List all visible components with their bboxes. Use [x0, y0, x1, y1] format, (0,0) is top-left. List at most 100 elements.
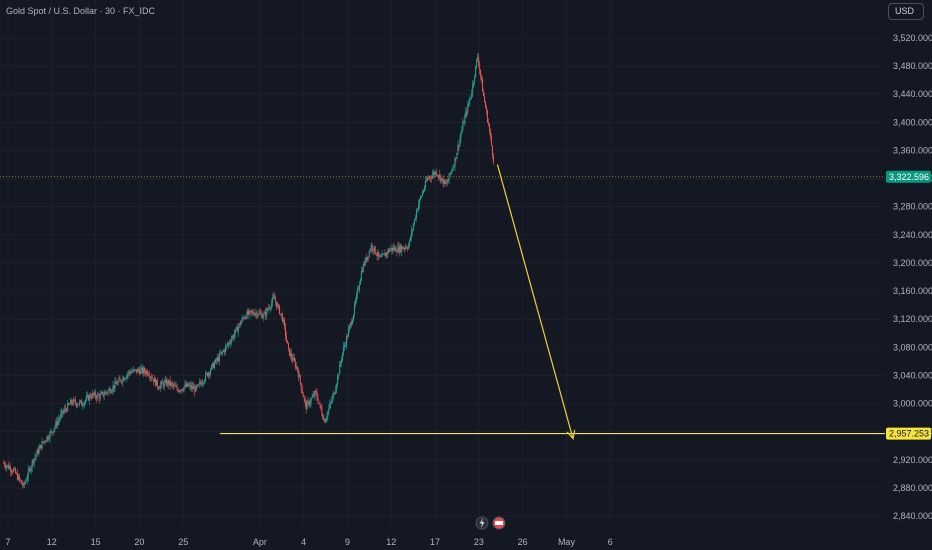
candle-body [232, 336, 234, 338]
candle-body [181, 389, 183, 391]
candle-body [487, 122, 489, 125]
candle-body [179, 390, 181, 392]
y-tick-label: 2,840.000 [893, 511, 932, 521]
symbol-legend[interactable]: Gold Spot / U.S. Dollar · 30 · FX_IDC [6, 6, 156, 16]
candle-body [240, 321, 242, 325]
projection-arrow-line [496, 164, 574, 439]
candle-body [136, 369, 138, 373]
candle-body [226, 344, 228, 346]
candle-body [91, 393, 93, 398]
candle-body [41, 441, 43, 449]
candle-body [212, 363, 214, 366]
candle-body [290, 353, 292, 359]
candle-body [222, 350, 224, 352]
candle-body [123, 377, 125, 381]
candle-body [273, 296, 275, 298]
candle-body [373, 246, 375, 251]
candle-body [280, 313, 282, 315]
candle-body [421, 192, 423, 197]
candle-body [10, 467, 12, 472]
candle-body [39, 445, 41, 449]
support-price-badge [886, 427, 931, 440]
candle-body [341, 359, 343, 363]
candle-body [279, 305, 281, 315]
candle-body [370, 245, 372, 251]
candle-body [56, 421, 58, 426]
candle-body [412, 229, 414, 231]
candle-body [364, 258, 366, 266]
candle-body [35, 454, 37, 457]
candle-body [217, 357, 219, 361]
candle-body [470, 97, 472, 100]
candle-body [435, 171, 437, 175]
candle-body [424, 180, 426, 188]
last-price-label: 3,322.596 [889, 172, 929, 182]
candle-body [108, 388, 110, 391]
candle-body [95, 396, 97, 399]
candle-body [335, 389, 337, 394]
candle-body [372, 249, 374, 251]
candle-body [376, 255, 378, 257]
candle-body [465, 111, 467, 117]
candle-body [333, 392, 335, 396]
candle-body [52, 432, 54, 434]
candle-body [426, 177, 428, 181]
candle-body [267, 308, 269, 310]
candle-body [488, 124, 490, 131]
currency-button[interactable]: USD [888, 3, 924, 20]
candle-body [45, 441, 47, 442]
candle-body [214, 362, 216, 368]
candle-body [311, 397, 313, 399]
candle-body [345, 345, 347, 347]
candle-body [243, 317, 245, 319]
candle-body [354, 300, 356, 305]
candle-body [334, 392, 336, 394]
candle-body [368, 250, 370, 257]
candle-body [211, 365, 213, 371]
candle-body [409, 239, 411, 246]
candle-body [138, 369, 140, 371]
candle-body [163, 381, 165, 387]
candle-body [278, 304, 280, 306]
candle-body [491, 145, 493, 156]
candle-body [387, 249, 389, 254]
y-tick-label: 3,200.000 [893, 258, 932, 268]
candle-body [468, 102, 470, 105]
candle-body [239, 323, 241, 325]
candle-body [89, 395, 91, 398]
candle-body [443, 179, 445, 185]
candle-body [7, 464, 9, 467]
candle-body [325, 419, 327, 423]
candle-body [27, 469, 29, 478]
candle-body [250, 310, 252, 313]
candle-body [391, 247, 393, 251]
candle-body [255, 312, 257, 314]
candle-body [442, 177, 444, 185]
candle-body [427, 177, 429, 179]
candle-body [477, 56, 479, 61]
candle-body [480, 69, 482, 76]
candle-body [355, 294, 357, 301]
candle-body [472, 84, 474, 94]
candle-body [451, 170, 453, 172]
candle-body [257, 315, 259, 317]
candle-body [466, 111, 468, 113]
candle-body [16, 473, 18, 480]
candle-body [236, 327, 238, 333]
candle-body [176, 386, 178, 390]
candle-body [283, 319, 285, 326]
x-tick-label: May [558, 537, 576, 547]
candle-body [268, 308, 270, 310]
candle-body [265, 312, 267, 316]
candle-body [175, 386, 177, 388]
lightning-glyph [479, 518, 485, 528]
candle-body [43, 441, 45, 443]
candle-body [289, 353, 291, 356]
candle-body [117, 381, 119, 385]
candle-body [166, 380, 168, 386]
candle-body [11, 471, 13, 473]
candle-body [414, 218, 416, 225]
candle-body [329, 403, 331, 408]
candle-body [272, 297, 274, 303]
